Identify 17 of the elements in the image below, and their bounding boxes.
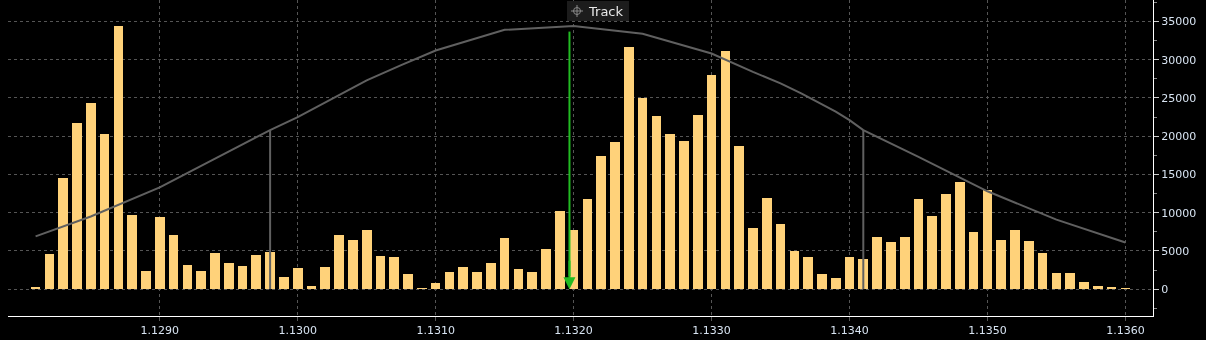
y-tick-label: 10000 xyxy=(1161,206,1197,220)
y-tick-label: 5000 xyxy=(1161,244,1190,258)
y-tick-label: 25000 xyxy=(1161,91,1197,105)
y-tick-label: 35000 xyxy=(1161,15,1197,29)
annotation: Track xyxy=(589,3,624,19)
y-tick-label: 30000 xyxy=(1161,53,1197,67)
x-tick-label: 1.1360 xyxy=(1106,324,1145,338)
x-tick-label: 1.1310 xyxy=(416,324,455,338)
x-tick-label: 1.1290 xyxy=(140,324,179,338)
y-tick-label: 15000 xyxy=(1161,168,1197,182)
y-tick-label: 20000 xyxy=(1161,130,1197,144)
x-tick-label: 1.1330 xyxy=(692,324,731,338)
x-tick-label: 1.1300 xyxy=(278,324,317,338)
x-tick-label: 1.1340 xyxy=(830,324,869,338)
y-tick-label: 0 xyxy=(1161,283,1169,297)
x-tick-label: 1.1350 xyxy=(968,324,1007,338)
x-tick-label: 1.1320 xyxy=(554,324,593,338)
